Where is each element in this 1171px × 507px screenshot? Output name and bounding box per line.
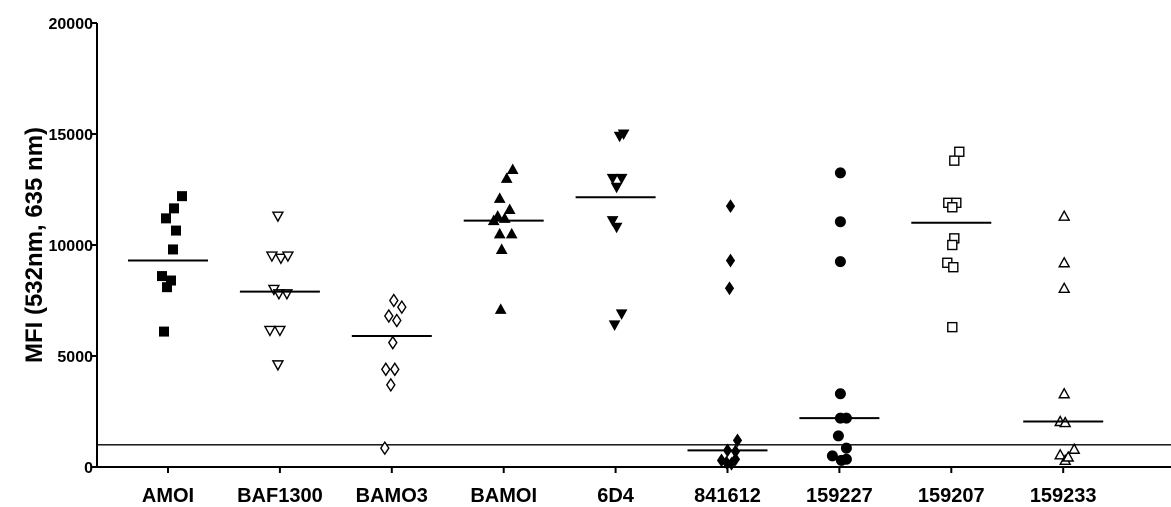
data-point <box>947 321 958 333</box>
data-point <box>157 271 167 282</box>
y-axis-label: MFI (532nm, 635 nm) <box>21 127 48 363</box>
y-tick-label: 0 <box>84 460 93 477</box>
data-point <box>385 377 396 393</box>
data-point <box>947 202 958 213</box>
data-point <box>732 433 743 448</box>
data-point <box>281 251 295 263</box>
data-point <box>1068 442 1081 454</box>
data-point <box>380 362 391 377</box>
x-tick-label: 159227 <box>806 485 873 507</box>
data-point <box>505 227 518 239</box>
data-point <box>159 326 169 337</box>
x-tick-label: BAMO3 <box>356 485 428 507</box>
data-point <box>725 199 736 214</box>
data-point <box>388 293 399 308</box>
x-tick-label: BAMOI <box>470 485 537 507</box>
data-point <box>387 335 398 350</box>
x-tick-label: 159233 <box>1030 485 1097 507</box>
data-point <box>1058 281 1071 293</box>
x-tick-label: BAF1300 <box>237 485 323 507</box>
data-point <box>1054 448 1067 460</box>
data-point <box>1058 387 1071 399</box>
data-point <box>1058 256 1071 268</box>
data-point <box>724 281 735 296</box>
data-point <box>168 244 178 255</box>
y-tick-label: 20000 <box>49 16 94 33</box>
data-point <box>495 243 508 254</box>
data-point <box>947 239 958 251</box>
data-point <box>379 440 390 456</box>
data-point <box>494 303 507 314</box>
data-point <box>383 308 394 324</box>
data-point <box>506 163 519 175</box>
data-point <box>834 167 846 179</box>
data-point <box>834 216 846 228</box>
data-point <box>832 430 844 442</box>
data-point <box>834 388 846 400</box>
data-point <box>271 360 285 372</box>
x-tick-label: 159207 <box>918 485 985 507</box>
data-point <box>396 299 407 315</box>
data-point <box>610 222 623 234</box>
data-point <box>725 253 736 268</box>
data-point <box>500 172 513 183</box>
data-point <box>610 182 623 194</box>
data-point <box>615 173 628 185</box>
data-point <box>493 192 506 203</box>
data-point <box>730 452 741 467</box>
data-point <box>169 203 179 214</box>
data-point <box>606 216 619 227</box>
y-tick-label: 5000 <box>57 349 93 366</box>
data-point <box>503 203 516 214</box>
data-point <box>389 362 400 377</box>
data-point <box>1062 450 1075 462</box>
data-point <box>840 453 852 465</box>
data-point <box>265 251 279 263</box>
x-tick-label: AMOI <box>142 485 194 507</box>
data-point <box>171 225 181 236</box>
data-point <box>949 155 960 166</box>
data-point <box>274 253 288 265</box>
data-point <box>615 309 628 320</box>
data-point <box>162 282 172 293</box>
y-tick-label: 15000 <box>49 127 94 144</box>
data-point <box>161 213 171 224</box>
data-point <box>271 211 285 223</box>
data-point <box>834 256 846 268</box>
data-point <box>493 227 506 239</box>
x-tick-label: 6D4 <box>597 485 635 507</box>
data-point <box>273 325 287 337</box>
data-point <box>826 450 838 462</box>
y-tick-label: 10000 <box>49 238 94 255</box>
data-point <box>840 442 852 454</box>
data-point <box>954 146 965 157</box>
data-point <box>613 131 626 143</box>
data-point <box>1058 209 1071 221</box>
x-tick-label: 841612 <box>694 485 761 507</box>
data-point <box>391 313 402 328</box>
data-point <box>948 262 959 273</box>
data-point <box>177 191 187 202</box>
data-point <box>606 173 619 185</box>
data-point <box>608 320 621 331</box>
data-point <box>263 325 277 337</box>
